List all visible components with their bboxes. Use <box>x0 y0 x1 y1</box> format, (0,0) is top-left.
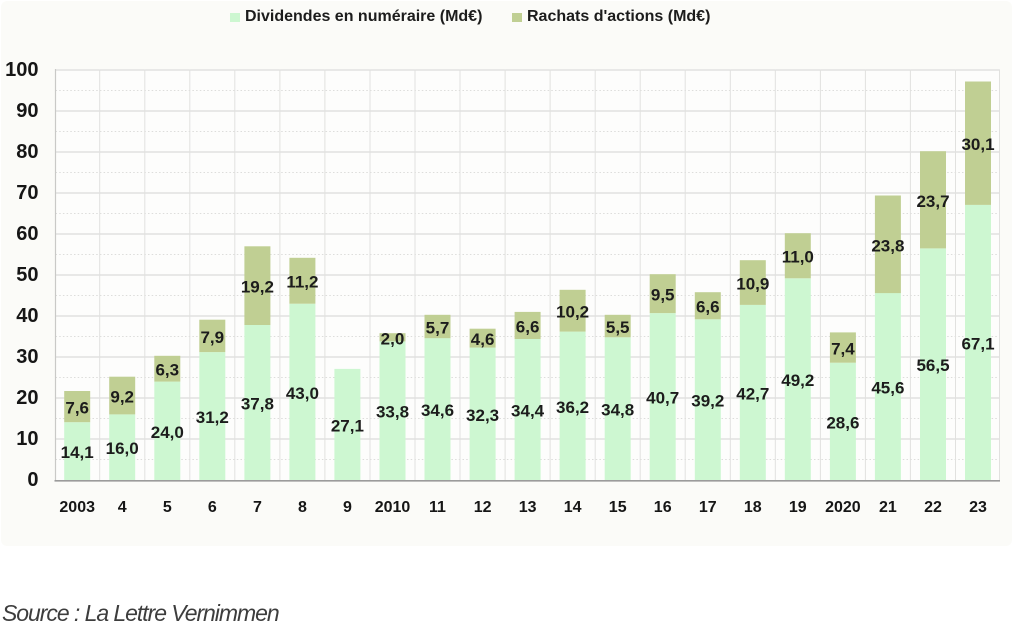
svg-text:7,9: 7,9 <box>200 328 224 347</box>
svg-text:Rachats d'actions (Md€): Rachats d'actions (Md€) <box>527 8 710 25</box>
svg-text:67,1: 67,1 <box>961 334 994 353</box>
svg-text:11,0: 11,0 <box>782 248 814 267</box>
svg-text:60: 60 <box>16 223 38 245</box>
svg-text:6,3: 6,3 <box>155 361 179 380</box>
svg-text:22: 22 <box>924 499 942 516</box>
svg-text:100: 100 <box>5 59 38 81</box>
svg-text:Source : La Lettre Vernimmen: Source : La Lettre Vernimmen <box>2 600 279 626</box>
svg-text:Dividendes en numéraire (Md€): Dividendes en numéraire (Md€) <box>245 8 482 25</box>
svg-text:39,2: 39,2 <box>691 392 724 411</box>
svg-text:80: 80 <box>16 141 38 163</box>
svg-text:37,8: 37,8 <box>241 395 274 414</box>
svg-text:0: 0 <box>27 469 38 491</box>
svg-text:16,0: 16,0 <box>106 439 139 458</box>
svg-text:5: 5 <box>163 499 172 516</box>
svg-text:17: 17 <box>699 499 717 516</box>
svg-text:19,2: 19,2 <box>241 278 274 297</box>
svg-text:9: 9 <box>343 499 352 516</box>
svg-text:33,8: 33,8 <box>376 403 409 422</box>
svg-text:2003: 2003 <box>59 499 95 516</box>
svg-text:4: 4 <box>118 499 127 516</box>
svg-text:15: 15 <box>609 499 627 516</box>
svg-text:21: 21 <box>879 499 897 516</box>
svg-text:6,6: 6,6 <box>516 317 540 336</box>
svg-text:6: 6 <box>208 499 217 516</box>
svg-text:32,3: 32,3 <box>466 406 499 425</box>
svg-text:23,7: 23,7 <box>916 192 949 211</box>
svg-text:14,1: 14,1 <box>61 443 94 462</box>
svg-text:90: 90 <box>16 100 38 122</box>
svg-text:40,7: 40,7 <box>646 389 679 408</box>
svg-text:11,2: 11,2 <box>286 273 318 292</box>
svg-text:36,2: 36,2 <box>556 398 589 417</box>
svg-text:28,6: 28,6 <box>826 413 859 432</box>
svg-text:6,6: 6,6 <box>696 298 720 317</box>
svg-text:9,2: 9,2 <box>110 388 134 407</box>
svg-text:23,8: 23,8 <box>871 236 904 255</box>
svg-text:10: 10 <box>16 428 38 450</box>
svg-text:50: 50 <box>16 264 38 286</box>
svg-text:40: 40 <box>16 305 38 327</box>
svg-text:24,0: 24,0 <box>151 423 184 442</box>
svg-text:9,5: 9,5 <box>651 286 675 305</box>
svg-text:2020: 2020 <box>825 499 861 516</box>
svg-text:43,0: 43,0 <box>286 384 319 403</box>
svg-text:19: 19 <box>789 499 807 516</box>
svg-text:31,2: 31,2 <box>196 408 229 427</box>
svg-text:70: 70 <box>16 182 38 204</box>
svg-text:34,8: 34,8 <box>601 401 634 420</box>
svg-text:30,1: 30,1 <box>961 135 994 154</box>
svg-text:14: 14 <box>564 499 582 516</box>
svg-text:4,6: 4,6 <box>471 330 495 349</box>
svg-text:23: 23 <box>969 499 987 516</box>
svg-text:18: 18 <box>744 499 762 516</box>
svg-text:34,4: 34,4 <box>511 402 545 421</box>
svg-text:10,2: 10,2 <box>556 303 589 322</box>
svg-text:7,6: 7,6 <box>65 399 89 418</box>
svg-text:8: 8 <box>298 499 307 516</box>
svg-text:2,0: 2,0 <box>381 329 405 348</box>
svg-text:16: 16 <box>654 499 672 516</box>
svg-text:12: 12 <box>474 499 492 516</box>
svg-text:56,5: 56,5 <box>916 356 949 375</box>
svg-text:7: 7 <box>253 499 262 516</box>
svg-text:27,1: 27,1 <box>331 416 364 435</box>
svg-text:49,2: 49,2 <box>781 371 814 390</box>
svg-text:10,9: 10,9 <box>736 275 769 294</box>
svg-text:5,5: 5,5 <box>606 318 630 337</box>
svg-text:2010: 2010 <box>375 499 411 516</box>
svg-text:11: 11 <box>429 499 446 516</box>
svg-text:30: 30 <box>16 346 38 368</box>
svg-text:7,4: 7,4 <box>831 340 855 359</box>
svg-text:45,6: 45,6 <box>871 379 904 398</box>
svg-text:34,6: 34,6 <box>421 401 454 420</box>
svg-text:5,7: 5,7 <box>426 319 450 338</box>
svg-text:13: 13 <box>519 499 537 516</box>
svg-text:20: 20 <box>16 387 38 409</box>
svg-text:42,7: 42,7 <box>736 385 769 404</box>
